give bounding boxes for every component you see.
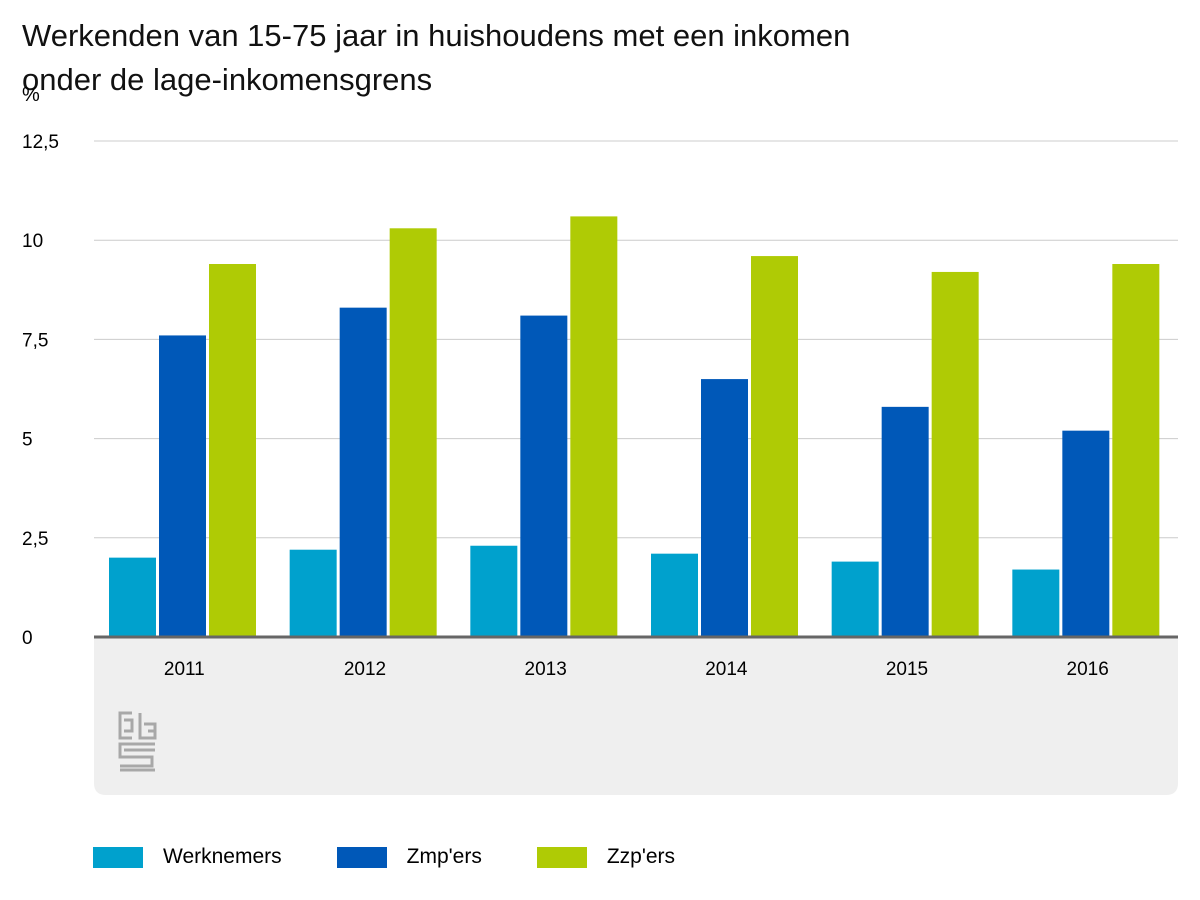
bar-zmpers-2013: [520, 315, 568, 637]
bar-zmpers-2014: [701, 379, 748, 637]
y-tick-label: 10: [22, 231, 43, 252]
legend-item: Werknemers: [93, 845, 282, 869]
y-axis-unit-label: %: [22, 84, 40, 106]
bar-zzpers-2011: [209, 264, 256, 637]
bar-zmpers-2015: [881, 406, 929, 637]
x-tick-label: 2011: [164, 659, 205, 680]
bar-werknemers-2012: [289, 549, 337, 637]
x-tick-label: 2014: [705, 659, 748, 680]
legend-label: Zzp'ers: [606, 845, 676, 868]
legend-swatch: [93, 846, 143, 868]
bar-werknemers-2016: [1012, 569, 1060, 637]
y-tick-label: 12,5: [22, 132, 59, 153]
bar-werknemers-2015: [831, 561, 879, 637]
x-tick-label: 2015: [886, 659, 928, 680]
bar-zzpers-2012: [389, 228, 437, 637]
bar-zzpers-2015: [931, 271, 979, 637]
y-tick-label: 5: [22, 430, 33, 451]
y-tick-label: 2,5: [22, 529, 48, 550]
bar-werknemers-2013: [470, 545, 518, 637]
legend-item: Zzp'ers: [536, 845, 676, 869]
chart-title: Werkenden van 15-75 jaar in huishoudens …: [22, 14, 1022, 102]
x-axis-panel: [94, 637, 1178, 795]
bar-werknemers-2011: [109, 557, 156, 637]
bar-zmpers-2012: [339, 307, 387, 637]
x-tick-label: 2012: [344, 659, 386, 680]
legend-item: Zmp'ers: [336, 845, 482, 869]
y-tick-label: 7,5: [22, 330, 48, 351]
bar-zmpers-2011: [159, 335, 206, 637]
legend-label: Werknemers: [163, 845, 282, 868]
y-tick-label: 0: [22, 628, 33, 649]
bar-zzpers-2014: [751, 256, 798, 637]
chart-title-line-1: Werkenden van 15-75 jaar in huishoudens …: [22, 18, 851, 53]
bar-zzpers-2013: [570, 216, 618, 637]
chart-legend: Werknemers Zmp'ers Zzp'ers: [93, 845, 730, 869]
bar-zzpers-2016: [1112, 264, 1160, 637]
legend-label: Zmp'ers: [406, 845, 482, 868]
x-tick-label: 2013: [525, 659, 567, 680]
bar-werknemers-2014: [651, 553, 698, 637]
legend-swatch: [336, 846, 387, 868]
chart-title-line-2: onder de lage-inkomensgrens: [22, 62, 433, 97]
legend-swatch: [536, 846, 587, 868]
cbs-logo-icon: [118, 711, 157, 772]
bar-zmpers-2016: [1062, 430, 1110, 637]
x-tick-label: 2016: [1067, 659, 1109, 680]
